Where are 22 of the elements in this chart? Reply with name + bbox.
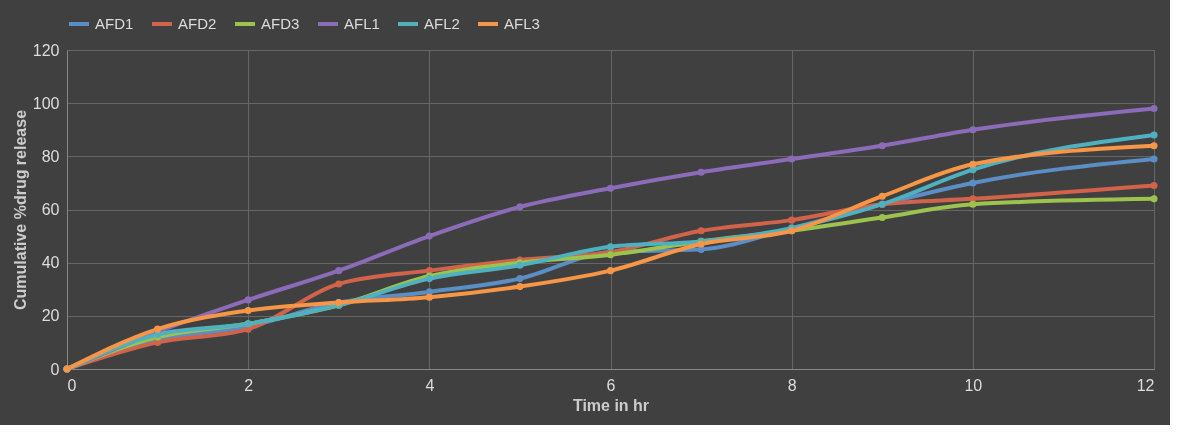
legend-label: AFD2	[178, 15, 217, 32]
x-tick-label: 6	[606, 376, 616, 394]
x-tick-label: 12	[1136, 376, 1155, 394]
legend-label: AFD3	[261, 15, 300, 32]
x-tick-label: 0	[67, 376, 77, 394]
legend-label: AFL2	[424, 15, 460, 32]
y-tick-label: 40	[41, 254, 60, 272]
x-tick-label: 10	[964, 376, 983, 394]
legend-label: AFD1	[95, 15, 134, 32]
x-tick-label: 8	[787, 376, 797, 394]
legend-label: AFL3	[504, 15, 540, 32]
y-tick-label: 60	[41, 201, 60, 218]
y-tick-label: 20	[41, 307, 60, 325]
y-tick-label: 0	[50, 360, 60, 378]
x-tick-label: 4	[425, 376, 435, 394]
x-tick-label: 2	[244, 376, 254, 394]
x-axis-title: Time in hr	[572, 396, 650, 414]
y-axis-title: Cumulative %drug release	[11, 109, 29, 311]
y-tick-label: 100	[32, 94, 60, 112]
legend-label: AFL1	[344, 15, 380, 32]
y-tick-label: 80	[41, 147, 60, 165]
y-tick-label: 120	[32, 41, 60, 59]
